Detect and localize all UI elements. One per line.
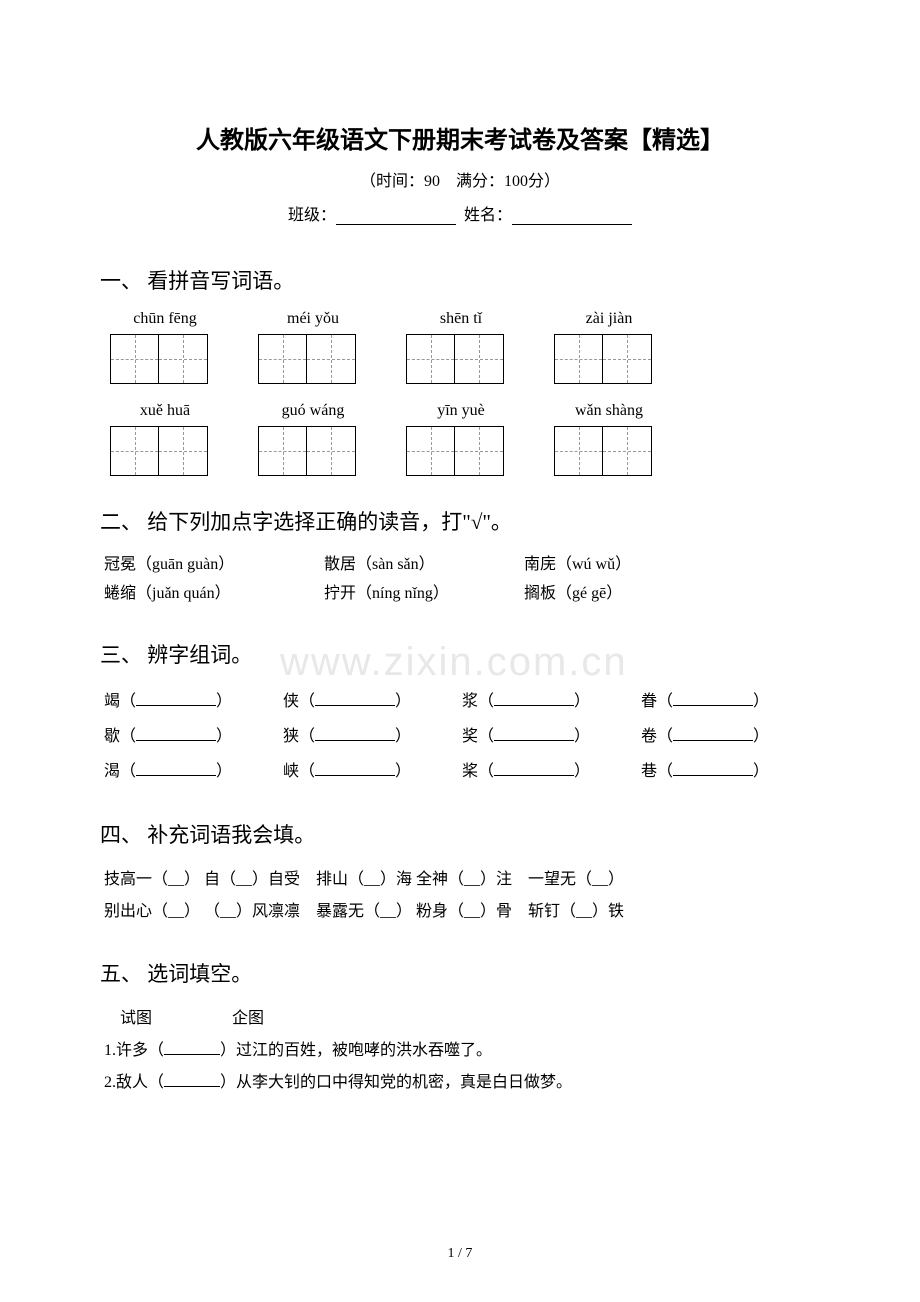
pinyin-label: yīn yuè [416,402,506,420]
name-blank[interactable] [512,209,632,225]
word-item: 歇（） [104,719,283,754]
section3-row: 竭（） 侠（） 浆（） 眷（） [104,684,820,719]
class-blank[interactable] [336,209,456,225]
fill-blank[interactable] [673,760,753,776]
char-box-pair[interactable] [258,426,356,476]
char-boxes-row-2 [110,426,820,476]
word-item: 巷（） [641,754,820,789]
section3-title: 三、 辨字组词。 [100,639,820,669]
section2-title: 二、 给下列加点字选择正确的读音，打"√"。 [100,506,820,536]
section4-title: 四、 补充词语我会填。 [100,819,820,849]
fill-blank[interactable] [136,690,216,706]
page-number: 1 / 7 [0,1246,920,1262]
word-item: 侠（） [283,684,462,719]
char-box-pair[interactable] [110,334,208,384]
section2-row-2: 蜷缩（juǎn quán） 拧开（níng nǐng） 搁板（gé gē） [104,580,820,609]
pronunciation-item: 南庑（wú wǔ） [524,551,631,580]
fill-blank[interactable] [136,725,216,741]
pronunciation-item: 拧开（níng nǐng） [324,580,524,609]
pinyin-label: wǎn shàng [564,402,654,420]
idiom-line-2: 别出心（__） （__）风凛凛 暴露无（__） 粉身（__）骨 斩钉（__）铁 [104,896,820,928]
fill-blank[interactable] [494,760,574,776]
pinyin-label: shēn tǐ [416,310,506,328]
name-label: 姓名： [464,207,512,224]
class-label: 班级： [288,207,336,224]
pronunciation-item: 蜷缩（juǎn quán） [104,580,324,609]
word-item: 狭（） [283,719,462,754]
char-box-pair[interactable] [406,334,504,384]
pinyin-label: méi yǒu [268,310,358,328]
fill-blank[interactable] [673,690,753,706]
question-2: 2.敌人（）从李大钊的口中得知党的机密，真是白日做梦。 [104,1067,820,1099]
fill-blank[interactable] [315,760,395,776]
pinyin-label: chūn fēng [120,310,210,328]
pinyin-row-1: chūn fēng méi yǒu shēn tǐ zài jiàn [120,310,820,328]
char-box-pair[interactable] [554,426,652,476]
word-item: 桨（） [462,754,641,789]
char-boxes-row-1 [110,334,820,384]
fill-blank[interactable] [494,690,574,706]
idiom-line-1: 技高一（__） 自（__）自受 排山（__）海 全神（__）注 一望无（__） [104,864,820,896]
char-box-pair[interactable] [406,426,504,476]
fill-blank[interactable] [315,725,395,741]
pinyin-row-2: xuě huā guó wáng yīn yuè wǎn shàng [120,402,820,420]
char-box-pair[interactable] [554,334,652,384]
word-item: 竭（） [104,684,283,719]
word-item: 奖（） [462,719,641,754]
word-item: 浆（） [462,684,641,719]
pinyin-label: xuě huā [120,402,210,420]
fill-blank[interactable] [315,690,395,706]
doc-title: 人教版六年级语文下册期末考试卷及答案【精选】 [100,120,820,155]
pronunciation-item: 搁板（gé gē） [524,580,622,609]
section3-row: 歇（） 狭（） 奖（） 卷（） [104,719,820,754]
word-item: 峡（） [283,754,462,789]
char-box-pair[interactable] [110,426,208,476]
fill-blank[interactable] [494,725,574,741]
time-info: （时间：90 满分：100分） [100,167,820,191]
word-item: 渴（） [104,754,283,789]
word-item: 卷（） [641,719,820,754]
section1-title: 一、 看拼音写词语。 [100,265,820,295]
word-choices: 试图 企图 [104,1003,820,1035]
section5-title: 五、 选词填空。 [100,958,820,988]
section2-row-1: 冠冕（guān guàn） 散居（sàn sǎn） 南庑（wú wǔ） [104,551,820,580]
pinyin-label: guó wáng [268,402,358,420]
student-info: 班级： 姓名： [100,201,820,225]
section3-row: 渴（） 峡（） 桨（） 巷（） [104,754,820,789]
fill-blank[interactable] [673,725,753,741]
fill-blank[interactable] [136,760,216,776]
fill-blank[interactable] [164,1039,220,1055]
pronunciation-item: 冠冕（guān guàn） [104,551,324,580]
char-box-pair[interactable] [258,334,356,384]
fill-blank[interactable] [164,1071,220,1087]
word-item: 眷（） [641,684,820,719]
pinyin-label: zài jiàn [564,310,654,328]
pronunciation-item: 散居（sàn sǎn） [324,551,524,580]
page-content: 人教版六年级语文下册期末考试卷及答案【精选】 （时间：90 满分：100分） 班… [100,120,820,1099]
question-1: 1.许多（）过江的百姓，被咆哮的洪水吞噬了。 [104,1035,820,1067]
